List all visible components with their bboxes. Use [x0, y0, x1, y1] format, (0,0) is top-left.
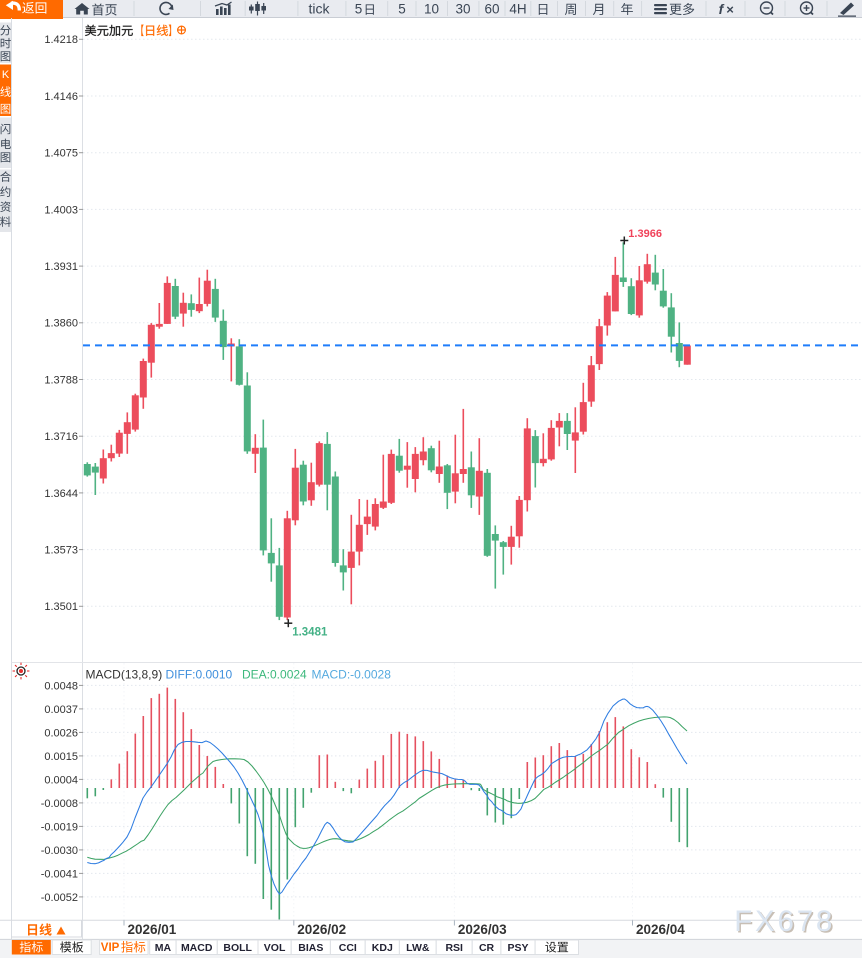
svg-text:DEA:0.0024: DEA:0.0024: [242, 668, 307, 682]
svg-text:-0.0030: -0.0030: [41, 845, 78, 857]
svg-text:DIFF:0.0010: DIFF:0.0010: [166, 668, 233, 682]
svg-text:K: K: [2, 69, 10, 81]
svg-text:VIP: VIP: [101, 942, 120, 954]
svg-text:5: 5: [398, 2, 406, 17]
svg-text:CCI: CCI: [339, 942, 357, 954]
svg-text:1.3966: 1.3966: [628, 228, 662, 240]
svg-text:5: 5: [355, 2, 363, 17]
svg-text:tick: tick: [309, 1, 331, 17]
svg-text:4H: 4H: [509, 2, 526, 17]
svg-text:0.0004: 0.0004: [44, 774, 78, 786]
svg-text:1.3931: 1.3931: [44, 261, 78, 273]
svg-text:FX678: FX678: [734, 905, 835, 938]
svg-text:BIAS: BIAS: [298, 942, 323, 954]
svg-text:0.0026: 0.0026: [44, 727, 78, 739]
svg-text:1.3644: 1.3644: [44, 488, 78, 500]
svg-text:-0.0019: -0.0019: [41, 821, 78, 833]
svg-text:1.3860: 1.3860: [44, 318, 78, 330]
svg-text:VOL: VOL: [264, 942, 286, 954]
svg-text:1.4003: 1.4003: [44, 204, 78, 216]
svg-text:MACD:-0.0028: MACD:-0.0028: [312, 668, 392, 682]
svg-text:1.3716: 1.3716: [44, 431, 78, 443]
svg-text:FX678: FX678: [736, 906, 837, 939]
svg-text:1.3481: 1.3481: [292, 626, 328, 638]
svg-text:PSY: PSY: [507, 942, 528, 954]
svg-text:30: 30: [455, 2, 470, 17]
svg-text:MACD: MACD: [181, 942, 213, 954]
svg-text:×: ×: [726, 2, 734, 17]
svg-text:60: 60: [484, 2, 499, 17]
svg-text:2026/04: 2026/04: [636, 922, 685, 937]
svg-text:1.3501: 1.3501: [44, 601, 78, 613]
svg-text:0.0048: 0.0048: [44, 680, 78, 692]
svg-text:1.4146: 1.4146: [44, 91, 78, 103]
svg-text:-0.0008: -0.0008: [41, 798, 78, 810]
svg-text:2026/03: 2026/03: [458, 922, 507, 937]
svg-text:CR: CR: [479, 942, 495, 954]
svg-text:10: 10: [424, 2, 439, 17]
svg-text:1.3788: 1.3788: [44, 374, 78, 386]
svg-text:-0.0052: -0.0052: [41, 892, 78, 904]
svg-text:KDJ: KDJ: [372, 942, 393, 954]
svg-text:BOLL: BOLL: [223, 942, 252, 954]
svg-text:1.4075: 1.4075: [44, 148, 78, 160]
svg-text:1.3573: 1.3573: [44, 545, 78, 557]
svg-text:2026/02: 2026/02: [297, 922, 346, 937]
svg-text:RSI: RSI: [445, 942, 463, 954]
svg-text:1.4218: 1.4218: [44, 34, 78, 46]
svg-text:-0.0041: -0.0041: [41, 868, 78, 880]
svg-text:2026/01: 2026/01: [128, 922, 177, 937]
svg-text:LW&: LW&: [406, 942, 430, 954]
svg-text:0.0037: 0.0037: [44, 704, 78, 716]
svg-text:f: f: [719, 1, 725, 17]
svg-text:MA: MA: [155, 942, 172, 954]
svg-text:0.0015: 0.0015: [44, 751, 78, 763]
svg-text:MACD(13,8,9): MACD(13,8,9): [86, 668, 163, 682]
